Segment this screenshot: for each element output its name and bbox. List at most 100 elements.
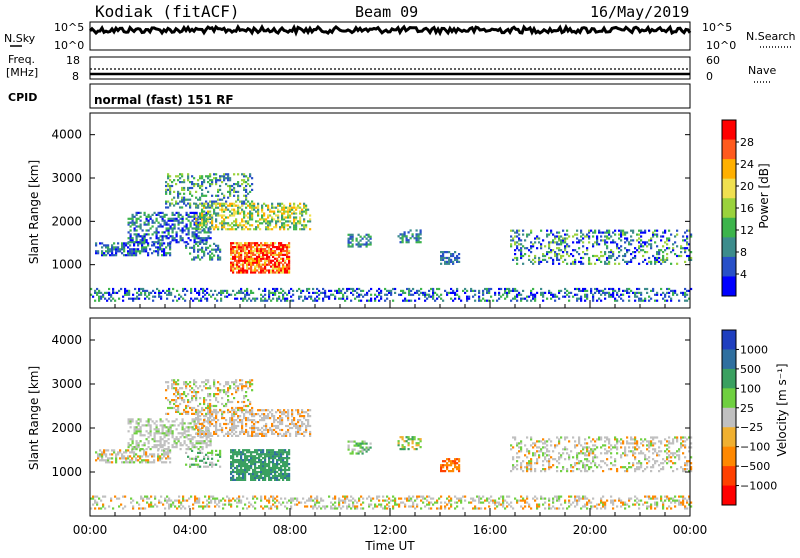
heatmap-cell <box>253 209 255 211</box>
heatmap-cell <box>282 477 284 479</box>
heatmap-cell <box>350 238 352 240</box>
heatmap-cell <box>516 300 518 302</box>
heatmap-cell <box>258 266 260 268</box>
heatmap-cell <box>524 444 526 446</box>
heatmap-cell <box>288 467 290 469</box>
heatmap-cell <box>233 173 235 175</box>
heatmap-cell <box>444 251 446 253</box>
heatmap-cell <box>632 251 634 253</box>
heatmap-cell <box>258 262 260 264</box>
heatmap-cell <box>178 298 180 300</box>
heatmap-cell <box>219 450 221 452</box>
heatmap-cell <box>176 290 178 292</box>
heatmap-cell <box>305 224 307 226</box>
heatmap-cell <box>282 246 284 248</box>
heatmap-cell <box>272 477 274 479</box>
heatmap-cell <box>249 403 251 405</box>
heatmap-cell <box>197 409 199 411</box>
heatmap-cell <box>662 298 664 300</box>
heatmap-cell <box>272 256 274 258</box>
heatmap-cell <box>644 251 646 253</box>
heatmap-cell <box>190 292 192 294</box>
heatmap-cell <box>518 450 520 452</box>
heatmap-cell <box>622 294 624 296</box>
heatmap-cell <box>518 239 520 241</box>
heatmap-cell <box>164 216 166 218</box>
heatmap-cell <box>182 432 184 434</box>
heatmap-cell <box>672 249 674 251</box>
heatmap-cell <box>107 246 109 248</box>
heatmap-cell <box>548 247 550 249</box>
heatmap-cell <box>199 212 201 214</box>
heatmap-cell <box>264 266 266 268</box>
heatmap-cell <box>656 300 658 302</box>
heatmap-cell <box>566 448 568 450</box>
heatmap-cell <box>186 434 188 436</box>
heatmap-cell <box>291 423 293 425</box>
heatmap-cell <box>247 193 249 195</box>
heatmap-cell <box>392 300 394 302</box>
heatmap-cell <box>299 211 301 213</box>
heatmap-cell <box>258 288 260 290</box>
heatmap-cell <box>576 458 578 460</box>
heatmap-cell <box>225 427 227 429</box>
heatmap-cell <box>348 447 350 449</box>
heatmap-cell <box>488 288 490 290</box>
heatmap-cell <box>225 209 227 211</box>
heatmap-cell <box>237 407 239 409</box>
heatmap-cell <box>299 413 301 415</box>
heatmap-cell <box>400 448 402 450</box>
heatmap-cell <box>352 243 354 245</box>
heatmap-cell <box>454 251 456 253</box>
heatmap-cell <box>107 457 109 459</box>
heatmap-cell <box>180 235 182 237</box>
heatmap-cell <box>225 393 227 395</box>
heatmap-cell <box>221 415 223 417</box>
heatmap-cell <box>532 454 534 456</box>
heatmap-cell <box>598 257 600 259</box>
heatmap-cell <box>129 250 131 252</box>
heatmap-cell <box>354 441 356 443</box>
heatmap-cell <box>284 475 286 477</box>
heatmap-cell <box>450 255 452 257</box>
heatmap-cell <box>142 241 144 243</box>
heatmap-cell <box>410 229 412 231</box>
heatmap-cell <box>201 389 203 391</box>
heatmap-cell <box>229 193 231 195</box>
heatmap-cell <box>364 236 366 238</box>
heatmap-cell <box>356 445 358 447</box>
heatmap-cell <box>250 244 252 246</box>
heatmap-cell <box>223 423 225 425</box>
heatmap-cell <box>544 440 546 442</box>
heatmap-cell <box>582 241 584 243</box>
heatmap-cell <box>554 296 556 298</box>
heatmap-cell <box>98 300 100 302</box>
heatmap-cell <box>186 218 188 220</box>
heatmap-cell <box>261 207 263 209</box>
heatmap-cell <box>293 228 295 230</box>
heatmap-cell <box>203 224 205 226</box>
heatmap-cell <box>149 461 151 463</box>
heatmap-cell <box>141 455 143 457</box>
heatmap-cell <box>210 296 212 298</box>
heatmap-cell <box>262 473 264 475</box>
heatmap-cell <box>582 245 584 247</box>
heatmap-cell <box>285 224 287 226</box>
heatmap-cell <box>109 254 111 256</box>
heatmap-cell <box>271 413 273 415</box>
heatmap-cell <box>173 403 175 405</box>
heatmap-cell <box>414 448 416 450</box>
heatmap-cell <box>110 300 112 302</box>
heatmap-cell <box>173 387 175 389</box>
heatmap-cell <box>180 432 182 434</box>
heatmap-cell <box>303 226 305 228</box>
heatmap-cell <box>668 288 670 290</box>
heatmap-cell <box>228 294 230 296</box>
heatmap-cell <box>562 452 564 454</box>
heatmap-cell <box>167 451 169 453</box>
heatmap-cell <box>174 440 176 442</box>
heatmap-cell <box>203 218 205 220</box>
heatmap-cell <box>275 220 277 222</box>
heatmap-cell <box>454 298 456 300</box>
heatmap-cell <box>281 209 283 211</box>
